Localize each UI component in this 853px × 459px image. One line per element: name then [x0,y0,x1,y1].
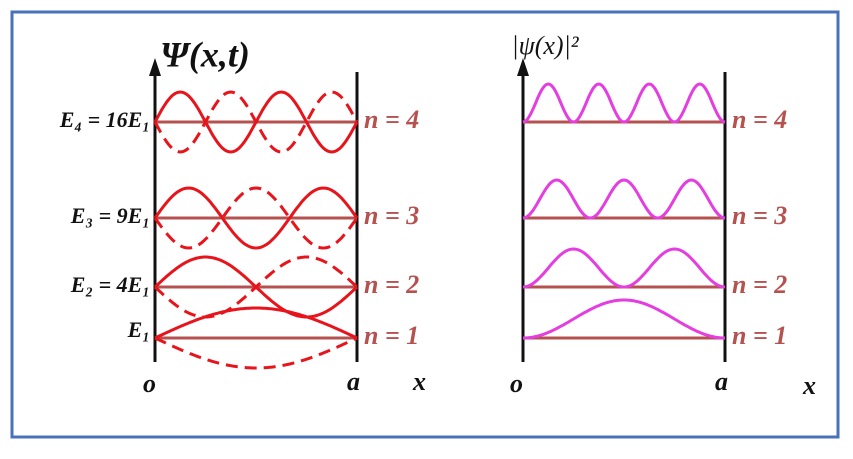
state-label: n = 3 [364,201,419,230]
probability [523,298,725,340]
wave-dashed [153,186,359,250]
probability [522,82,726,124]
state-label: n = 1 [732,321,787,350]
probability [522,178,726,220]
wave-dashed [154,336,358,370]
wave-dashed [153,90,359,154]
end-label: a [347,367,360,396]
right-title: |ψ(x)|² [511,31,579,60]
state-label: n = 4 [364,105,419,134]
energy-label: E₂ = 4E₁ [70,272,150,297]
energy-label: E₁ [127,317,150,342]
state-label: n = 1 [364,321,419,350]
state-label: n = 2 [732,270,787,299]
state-label: n = 4 [732,105,787,134]
left-title: Ψ(x,t) [160,34,250,74]
end-label: a [715,367,728,396]
origin-label: o [143,369,156,398]
arrow [517,58,529,76]
wave-solid [154,306,358,340]
arrow [149,58,161,76]
origin-label: o [510,369,523,398]
state-label: n = 3 [732,201,787,230]
axis-label: x [802,371,816,400]
wave-solid [153,186,359,250]
axis-label: x [412,367,426,396]
energy-label: E₄ = 16E₁ [59,107,150,132]
energy-label: E₃ = 9E₁ [70,203,150,228]
state-label: n = 2 [364,270,419,299]
probability [522,247,726,289]
wave-dashed [153,255,359,319]
